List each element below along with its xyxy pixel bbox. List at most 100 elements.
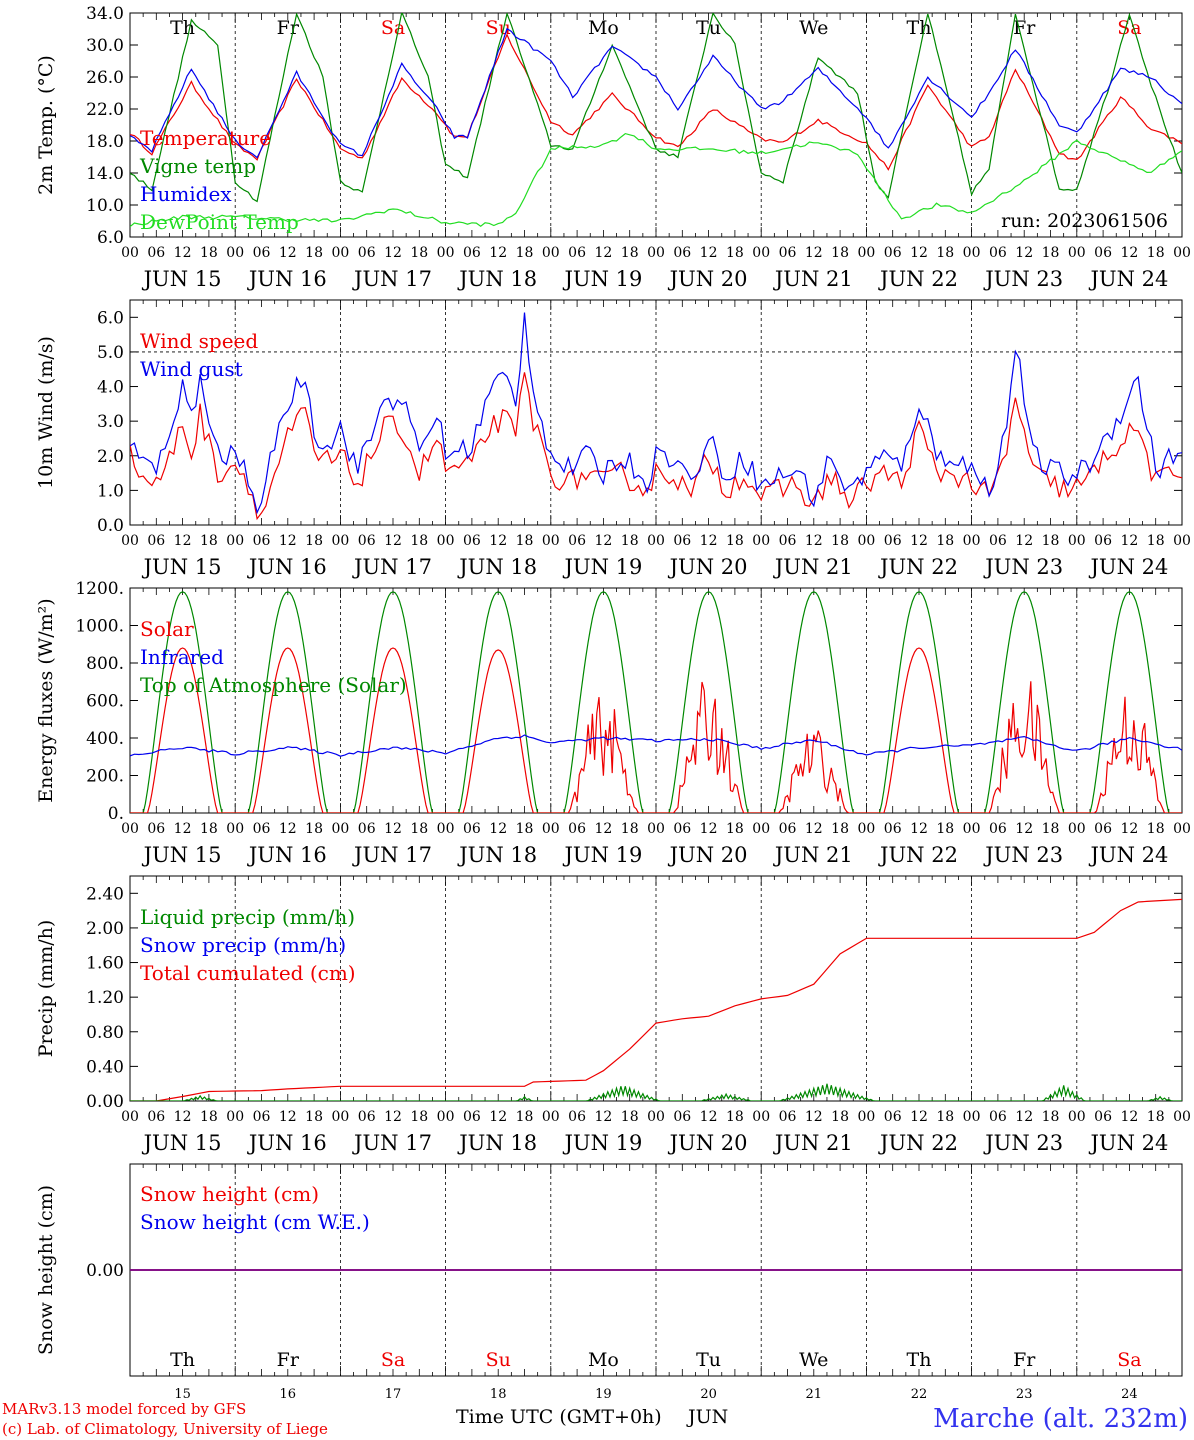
x-tick-label: 06	[253, 533, 271, 549]
x-tick-label: 00	[647, 1109, 665, 1125]
x-tick-label: 18	[305, 1109, 323, 1125]
legend-entry: DewPoint Temp	[140, 210, 299, 234]
x-tick-label: 18	[200, 1109, 218, 1125]
x-tick-label: 12	[1120, 245, 1138, 261]
x-tick-label: 00	[437, 1109, 455, 1125]
x-tick-label: 00	[226, 821, 244, 837]
x-tick-label: 18	[410, 1109, 428, 1125]
x-tick-label: 00	[1173, 533, 1191, 549]
date-label: JUN 23	[983, 267, 1063, 291]
x-tick-label: 00	[437, 821, 455, 837]
y-tick-label: 26.0	[86, 68, 124, 88]
x-tick-label: 12	[384, 1109, 402, 1125]
day-number: 19	[595, 1387, 612, 1402]
x-tick-label: 00	[1068, 533, 1086, 549]
weekday-label: Sa	[381, 1349, 405, 1371]
x-tick-label: 18	[831, 533, 849, 549]
weekday-label: Tu	[696, 17, 721, 39]
x-tick-label: 00	[1068, 245, 1086, 261]
x-tick-label: 12	[174, 1109, 192, 1125]
date-label: JUN 16	[247, 1131, 327, 1155]
x-tick-label: 06	[989, 245, 1007, 261]
x-tick-label: 06	[463, 1109, 481, 1125]
y-tick-label: 0.40	[86, 1057, 124, 1077]
date-label: JUN 22	[878, 843, 958, 867]
date-label: JUN 22	[878, 267, 958, 291]
series-dewpoint-temp	[130, 132, 1182, 228]
x-tick-label: 18	[726, 245, 744, 261]
x-tick-label: 06	[884, 533, 902, 549]
legend-entry: Temperature	[140, 126, 271, 150]
x-tick-label: 12	[805, 533, 823, 549]
x-tick-label: 18	[726, 533, 744, 549]
credit-line-2: (c) Lab. of Climatology, University of L…	[2, 1420, 328, 1438]
weekday-label: Su	[486, 1349, 511, 1371]
x-tick-label: 06	[568, 245, 586, 261]
x-tick-label: 18	[831, 245, 849, 261]
x-tick-label: 18	[1042, 533, 1060, 549]
day-number: 18	[490, 1387, 507, 1402]
x-tick-label: 12	[594, 533, 612, 549]
x-tick-label: 12	[700, 1109, 718, 1125]
y-tick-label: 6.0	[97, 308, 124, 328]
y-tick-label: 22.0	[86, 100, 124, 120]
legend-entry: Total cumulated (cm)	[140, 961, 356, 985]
weekday-label: Sa	[1117, 17, 1141, 39]
x-tick-label: 12	[1015, 1109, 1033, 1125]
x-tick-label: 00	[647, 245, 665, 261]
x-tick-label: 12	[700, 821, 718, 837]
x-tick-label: 00	[1173, 245, 1191, 261]
series-solar	[130, 647, 1182, 813]
y-tick-label: 600.	[86, 692, 124, 712]
x-tick-label: 12	[594, 821, 612, 837]
legend-entry: Snow precip (mm/h)	[140, 933, 346, 957]
panel-precip: 0.00 0.40 0.80 1.20 1.60 2.00 2.40 Precip (mm/h…	[35, 875, 1191, 1155]
series-infrared	[130, 734, 1182, 757]
panel-wind: 0.0 1.0 2.0 3.0 4.0 5.0 6.0 10m Wind (m/s) 00 06 1…	[35, 299, 1191, 579]
panel-snow: 0.00 Snow height (cm) Th Fr Sa Su Mo Tu We Th Fr Sa…	[35, 1163, 1183, 1377]
date-label: JUN 15	[142, 1131, 222, 1155]
legend-entry: Wind speed	[140, 329, 258, 353]
x-tick-label: 00	[1068, 821, 1086, 837]
x-tick-label: 06	[673, 1109, 691, 1125]
y-tick-label: 18.0	[86, 132, 124, 152]
weekday-label: Sa	[1117, 1349, 1141, 1371]
panel-energy: 0. 200. 400. 600. 800. 1000. 1200. Energy fluxe…	[35, 579, 1191, 867]
x-tick-label: 18	[200, 245, 218, 261]
x-tick-label: 06	[989, 1109, 1007, 1125]
date-label: JUN 24	[1088, 555, 1168, 579]
x-tick-label: 18	[516, 821, 534, 837]
date-label: JUN 20	[668, 267, 748, 291]
y-axis-label: Snow height (cm)	[35, 1185, 57, 1355]
date-label: JUN 19	[562, 267, 642, 291]
x-tick-label: 18	[936, 533, 954, 549]
x-tick-label: 00	[963, 245, 981, 261]
x-tick-label: 00	[226, 1109, 244, 1125]
date-label: JUN 20	[668, 1131, 748, 1155]
y-tick-label: 0.0	[97, 516, 124, 536]
date-label: JUN 21	[773, 555, 853, 579]
x-tick-label: 00	[121, 821, 139, 837]
series-total-cumulated-cm-	[130, 898, 1182, 1101]
y-tick-label: 10.0	[86, 196, 124, 216]
date-label: JUN 15	[142, 555, 222, 579]
x-tick-label: 00	[437, 533, 455, 549]
x-tick-label: 18	[1147, 821, 1165, 837]
y-tick-label: 0.	[108, 804, 124, 824]
date-label: JUN 21	[773, 267, 853, 291]
x-tick-label: 12	[489, 821, 507, 837]
month-label: JUN	[686, 1406, 728, 1428]
y-tick-label: 3.0	[97, 412, 124, 432]
x-tick-label: 00	[121, 533, 139, 549]
legend-entry: Snow height (cm W.E.)	[140, 1210, 370, 1234]
x-tick-label: 12	[279, 1109, 297, 1125]
date-label: JUN 17	[352, 267, 432, 291]
x-tick-label: 00	[963, 821, 981, 837]
x-tick-label: 06	[1094, 821, 1112, 837]
x-tick-label: 00	[331, 533, 349, 549]
date-label: JUN 23	[983, 1131, 1063, 1155]
x-tick-label: 06	[568, 1109, 586, 1125]
y-tick-label: 2.40	[86, 884, 124, 904]
plot-frame	[129, 587, 1183, 814]
x-tick-label: 12	[279, 245, 297, 261]
